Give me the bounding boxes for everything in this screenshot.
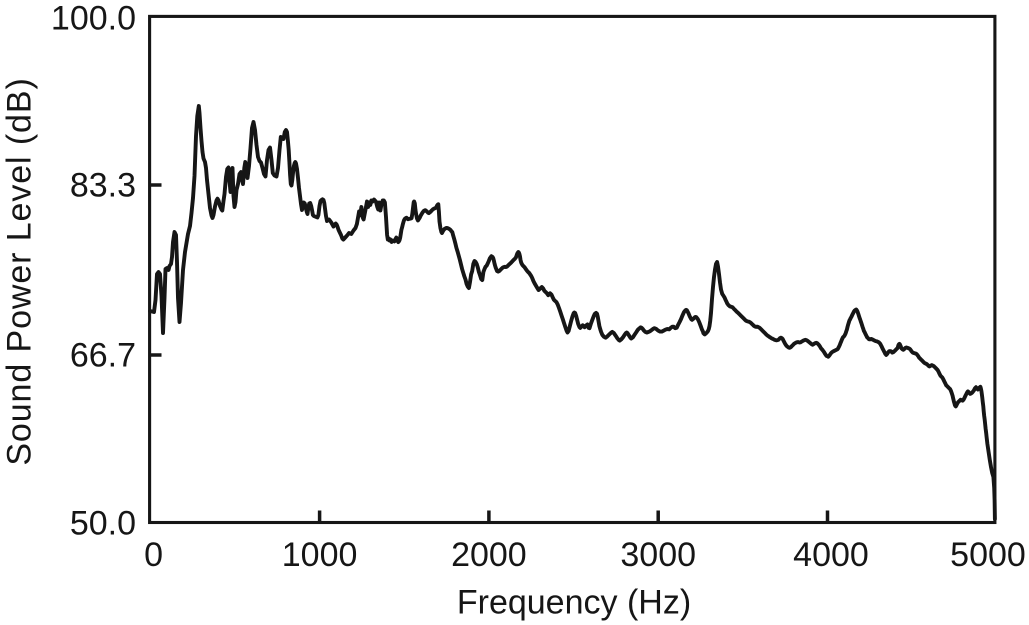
svg-text:66.7: 66.7 <box>70 337 136 375</box>
svg-text:4000: 4000 <box>793 536 869 574</box>
svg-text:100.0: 100.0 <box>51 0 136 37</box>
svg-text:50.0: 50.0 <box>70 505 136 543</box>
svg-text:5000: 5000 <box>950 536 1026 574</box>
svg-text:Sound Power Level (dB): Sound Power Level (dB) <box>0 77 38 465</box>
svg-text:0: 0 <box>144 536 163 574</box>
svg-text:3000: 3000 <box>620 536 696 574</box>
svg-text:Frequency (Hz): Frequency (Hz) <box>457 584 691 622</box>
svg-text:1000: 1000 <box>282 536 358 574</box>
svg-text:2000: 2000 <box>451 536 527 574</box>
svg-text:83.3: 83.3 <box>70 167 136 205</box>
